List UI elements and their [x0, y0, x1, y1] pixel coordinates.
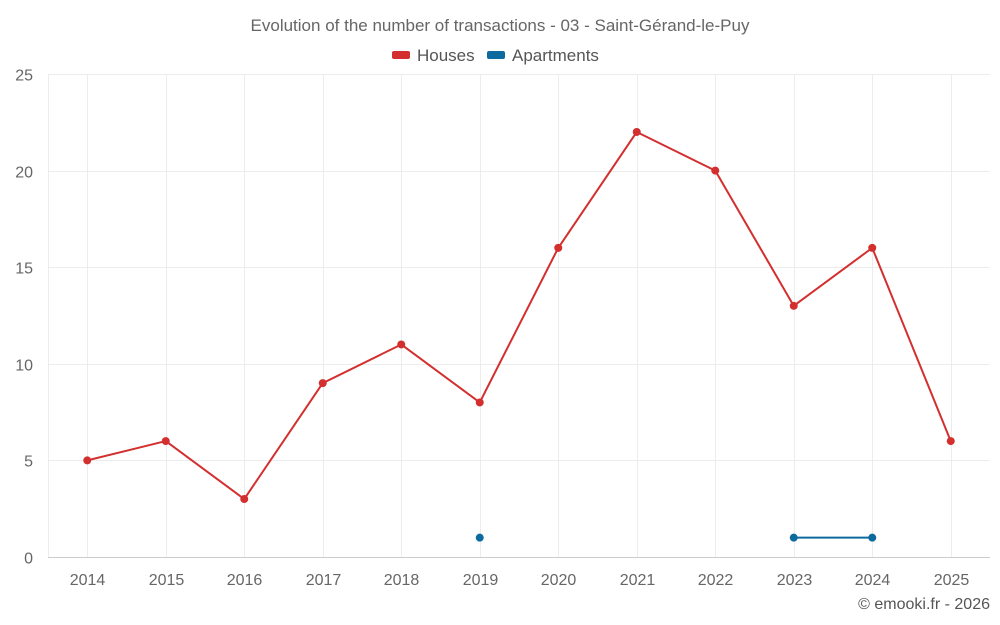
- x-tick-label: 2024: [855, 572, 891, 589]
- chart-title: Evolution of the number of transactions …: [251, 16, 750, 35]
- x-tick-label: 2021: [620, 572, 656, 589]
- data-point-apartments-2019[interactable]: [475, 533, 484, 542]
- credit: © emooki.fr - 2026: [858, 596, 990, 613]
- x-tick-label: 2022: [698, 572, 734, 589]
- data-point-houses-2014[interactable]: [83, 456, 92, 465]
- data-point-houses-2019[interactable]: [475, 398, 484, 407]
- series-apartments: [475, 533, 877, 542]
- data-point-houses-2017[interactable]: [318, 379, 327, 388]
- x-tick-label: 2020: [541, 572, 577, 589]
- x-tick-label: 2025: [934, 572, 970, 589]
- y-tick-label: 25: [15, 68, 33, 85]
- data-point-houses-2015[interactable]: [161, 437, 170, 446]
- y-tick-label: 0: [24, 551, 33, 568]
- legend-label-houses: Houses: [417, 46, 475, 65]
- y-tick-label: 10: [15, 358, 33, 375]
- x-axis: 2014 2015 2016 2017 2018 2019 2020 2021 2022 2023…: [70, 572, 970, 589]
- legend: Houses Apartments: [392, 46, 599, 65]
- x-tick-label: 2019: [463, 572, 499, 589]
- data-point-houses-2022[interactable]: [711, 166, 720, 175]
- legend-item-houses[interactable]: Houses: [392, 46, 475, 65]
- legend-item-apartments[interactable]: Apartments: [487, 46, 599, 65]
- data-point-houses-2021[interactable]: [632, 127, 641, 136]
- legend-label-apartments: Apartments: [512, 46, 599, 65]
- data-point-houses-2023[interactable]: [789, 301, 798, 310]
- legend-swatch-apartments: [487, 51, 505, 59]
- y-axis: 0 5 10 15 20 25: [15, 68, 33, 568]
- x-tick-label: 2023: [777, 572, 813, 589]
- data-point-apartments-2023[interactable]: [789, 533, 798, 542]
- series-houses: [83, 127, 955, 504]
- y-tick-label: 5: [24, 454, 33, 471]
- data-point-houses-2016[interactable]: [240, 495, 249, 504]
- x-tick-label: 2014: [70, 572, 106, 589]
- grid: [48, 74, 990, 557]
- data-point-houses-2025[interactable]: [946, 437, 955, 446]
- x-tick-label: 2017: [306, 572, 342, 589]
- data-point-houses-2024[interactable]: [868, 243, 877, 252]
- y-tick-label: 20: [15, 165, 33, 182]
- data-point-houses-2020[interactable]: [554, 243, 563, 252]
- x-tick-label: 2018: [384, 572, 420, 589]
- data-point-apartments-2024[interactable]: [868, 533, 877, 542]
- legend-swatch-houses: [392, 51, 410, 59]
- x-tick-label: 2015: [149, 572, 185, 589]
- series-line-houses: [87, 130, 952, 501]
- x-tick-label: 2016: [227, 572, 263, 589]
- data-point-houses-2018[interactable]: [397, 340, 406, 349]
- y-tick-label: 15: [15, 261, 33, 278]
- series: [83, 127, 955, 542]
